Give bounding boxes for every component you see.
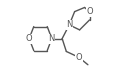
Text: O: O [75,53,82,62]
Text: N: N [66,20,72,29]
Text: O: O [86,7,93,16]
Text: O: O [26,34,33,43]
Text: N: N [49,34,55,43]
